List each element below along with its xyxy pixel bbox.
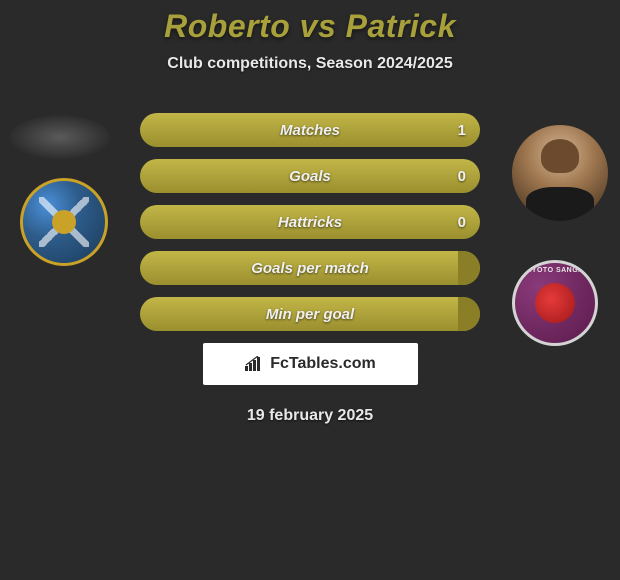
- stat-label: Min per goal: [266, 306, 354, 323]
- stat-row-goals-per-match: Goals per match: [140, 251, 480, 285]
- stat-value-right: 0: [458, 168, 466, 185]
- stat-value-right: 1: [458, 122, 466, 139]
- stats-list: Matches 1 Goals 0 Hattricks 0 Goals per …: [0, 113, 620, 425]
- stat-row-matches: Matches 1: [140, 113, 480, 147]
- stat-label: Goals per match: [251, 260, 369, 277]
- stat-value-right: 0: [458, 214, 466, 231]
- stat-row-goals: Goals 0: [140, 159, 480, 193]
- subtitle: Club competitions, Season 2024/2025: [0, 55, 620, 73]
- stat-label: Matches: [280, 122, 340, 139]
- stat-row-min-per-goal: Min per goal: [140, 297, 480, 331]
- date-label: 19 february 2025: [140, 407, 480, 425]
- stat-bar-cut: [458, 251, 480, 285]
- stat-label: Goals: [289, 168, 331, 185]
- watermark-text: FcTables.com: [270, 355, 376, 373]
- watermark: FcTables.com: [203, 343, 418, 385]
- page-title: Roberto vs Patrick: [0, 0, 620, 45]
- comparison-card: Roberto vs Patrick Club competitions, Se…: [0, 0, 620, 425]
- stat-bar-cut: [458, 297, 480, 331]
- bar-chart-icon: [244, 356, 264, 372]
- stat-label: Hattricks: [278, 214, 342, 231]
- stat-row-hattricks: Hattricks 0: [140, 205, 480, 239]
